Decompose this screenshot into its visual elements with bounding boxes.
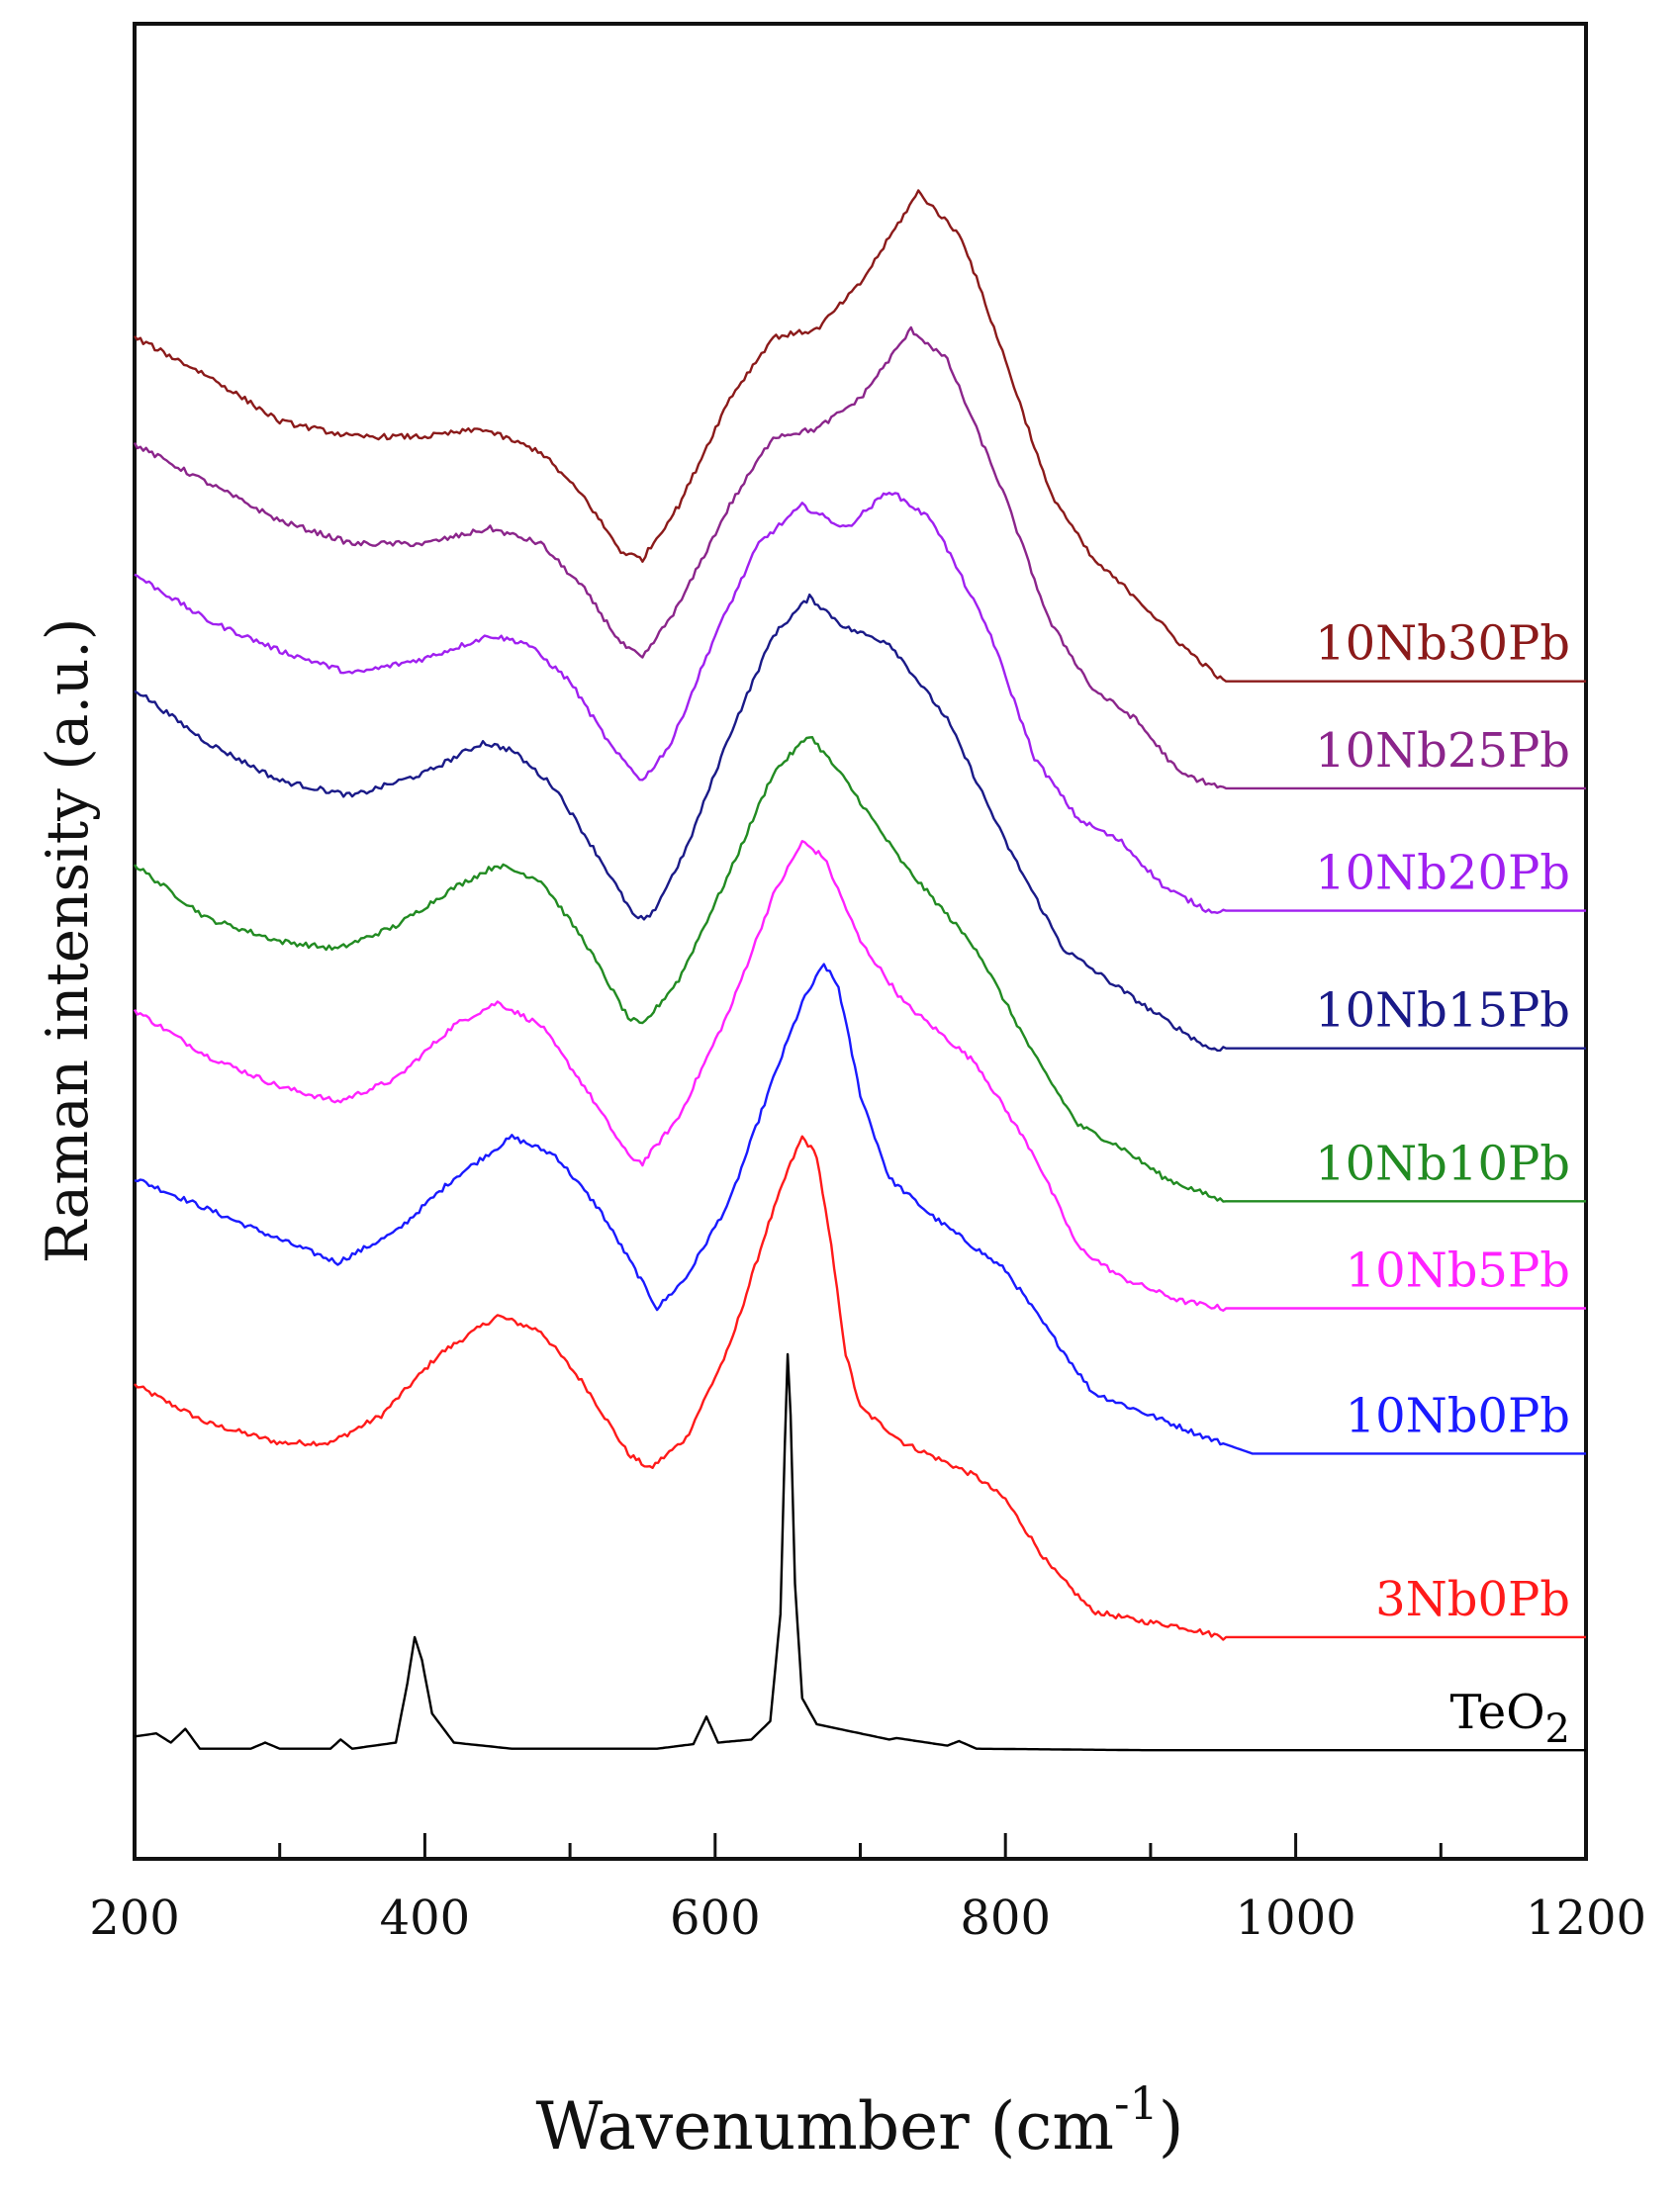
x-tick-label: 600 xyxy=(670,1890,761,1946)
series-line-10nb15pb xyxy=(134,593,1586,1053)
series-label-10nb0pb: 10Nb0Pb xyxy=(1346,1388,1570,1443)
x-tick-label: 800 xyxy=(960,1890,1051,1946)
series-line-10nb30pb xyxy=(134,189,1586,683)
series-line-10nb10pb xyxy=(134,736,1586,1203)
series-label-10nb5pb: 10Nb5Pb xyxy=(1346,1244,1570,1299)
series-label-10nb10pb: 10Nb10Pb xyxy=(1315,1136,1570,1191)
x-axis-title: Wavenumber (cm-1) xyxy=(535,2076,1183,2165)
series-line-teo2 xyxy=(134,1352,1586,1752)
y-axis-title: Raman intensity (a.u.) xyxy=(34,618,101,1264)
series-line-10nb5pb xyxy=(133,840,1586,1312)
spectra-labels: TeO2 3Nb0Pb 10Nb0Pb 10Nb5Pb 10Nb10Pb 10Nb15Pb… xyxy=(1315,616,1570,1753)
series-line-3nb0pb xyxy=(134,1135,1586,1641)
x-axis-ticks xyxy=(133,1833,1588,1859)
series-line-10nb20pb xyxy=(134,492,1586,914)
x-axis-title-superscript: -1 xyxy=(1114,2076,1159,2130)
series-line-10nb25pb xyxy=(133,325,1586,790)
series-line-10nb0pb xyxy=(134,963,1586,1455)
x-tick-label: 200 xyxy=(89,1890,180,1946)
x-axis-title-main: Wavenumber (cm xyxy=(535,2088,1114,2165)
series-label-10nb30pb: 10Nb30Pb xyxy=(1315,616,1570,672)
x-axis-title-close: ) xyxy=(1159,2088,1184,2165)
series-label-10nb20pb: 10Nb20Pb xyxy=(1315,846,1570,901)
x-axis-tick-labels: 200 400 600 800 1000 1200 xyxy=(89,1890,1646,1946)
x-tick-label: 1200 xyxy=(1526,1890,1646,1946)
series-label-10nb15pb: 10Nb15Pb xyxy=(1315,983,1570,1039)
series-label-10nb25pb: 10Nb25Pb xyxy=(1315,723,1570,779)
x-tick-label: 400 xyxy=(380,1890,471,1946)
series-label-3nb0pb: 3Nb0Pb xyxy=(1375,1572,1570,1627)
spectra-series xyxy=(133,189,1586,1752)
series-label-teo2: TeO2 xyxy=(1450,1685,1571,1752)
x-tick-label: 1000 xyxy=(1236,1890,1356,1946)
